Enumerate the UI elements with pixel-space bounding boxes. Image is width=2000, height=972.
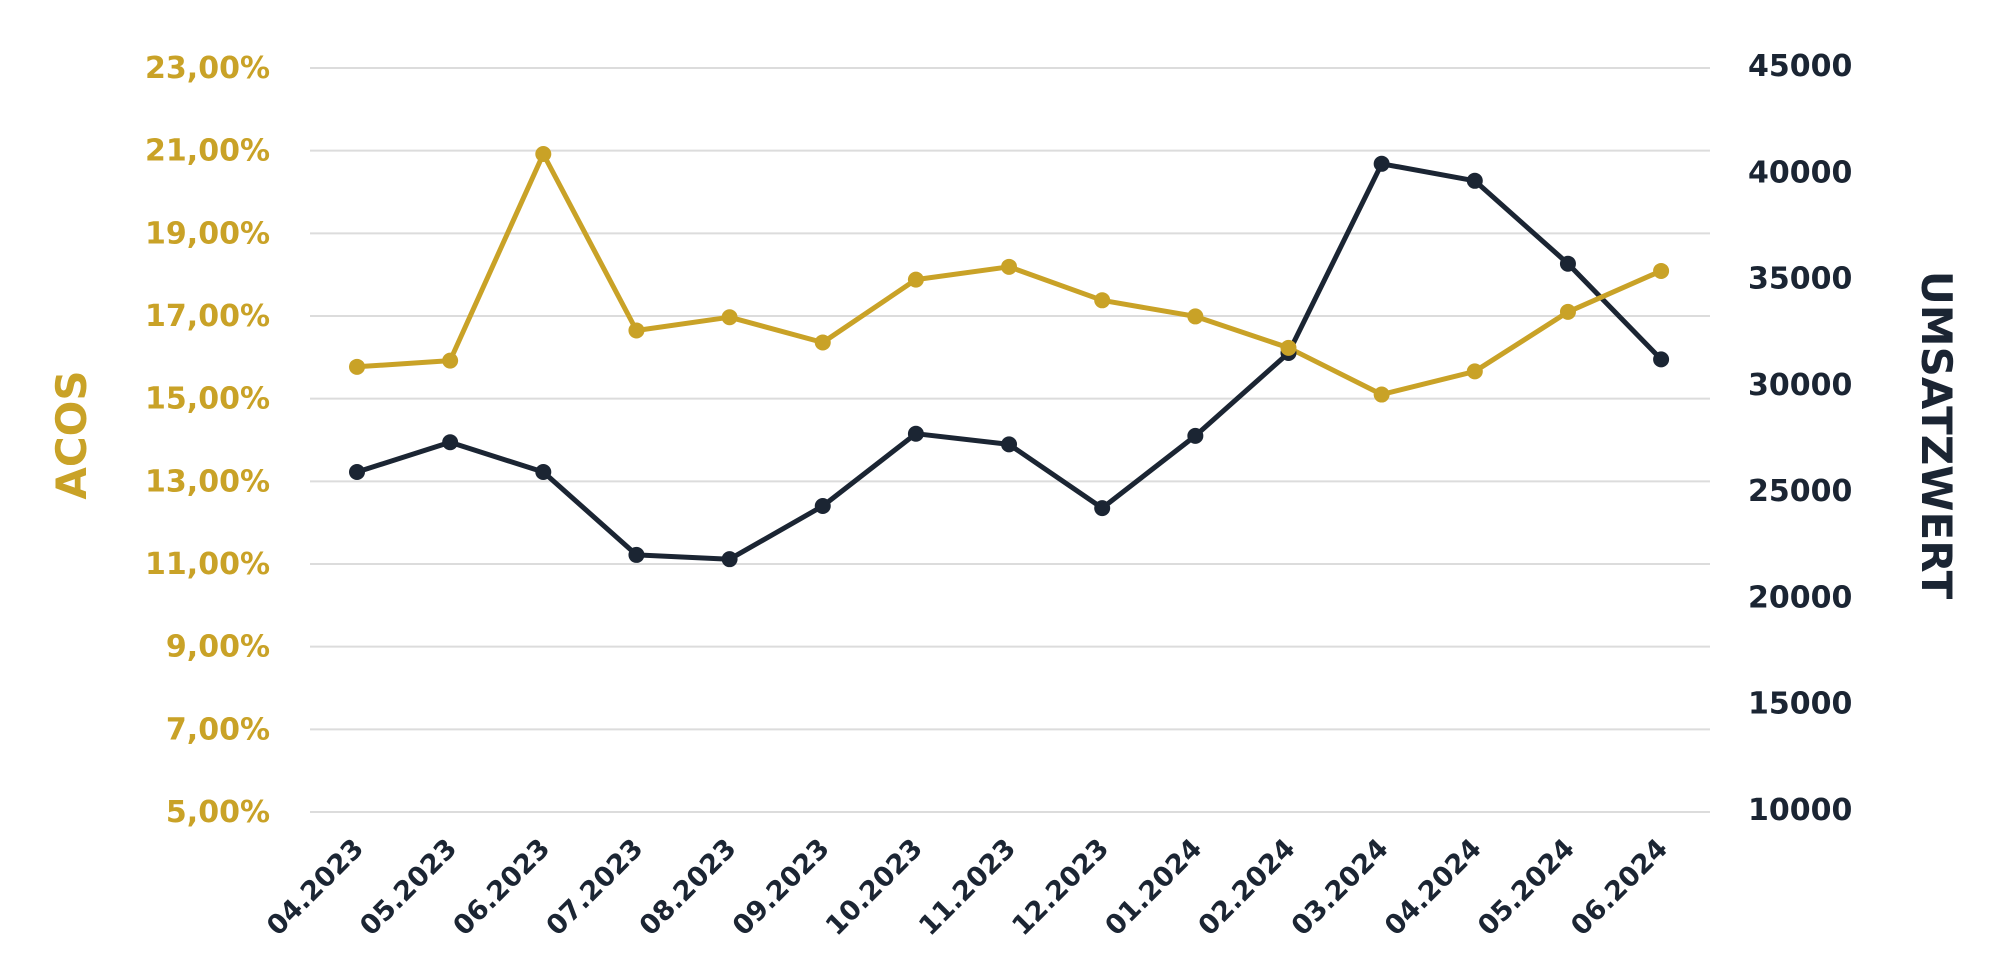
left-axis-title: ACOS bbox=[47, 370, 96, 499]
x-tick-label: 12.2023 bbox=[1006, 833, 1115, 942]
left-tick-label: 23,00% bbox=[145, 51, 270, 86]
acos-point bbox=[1094, 292, 1111, 309]
right-tick-label: 25000 bbox=[1748, 474, 1852, 509]
umsatz-line bbox=[354, 161, 1664, 562]
left-tick-label: 7,00% bbox=[166, 712, 270, 747]
umsatz-point bbox=[1094, 500, 1111, 517]
left-tick-label: 11,00% bbox=[145, 547, 270, 582]
series-points bbox=[349, 145, 1670, 568]
x-tick-label: 05.2023 bbox=[354, 833, 463, 942]
acos-point bbox=[1653, 262, 1670, 279]
acos-point bbox=[721, 309, 738, 326]
left-axis-ticks: 5,00% 7,00% 9,00% 11,00% 13,00% 15,00% 17,00% 1… bbox=[145, 51, 270, 830]
x-tick-label: 04.2023 bbox=[261, 833, 370, 942]
right-tick-label: 35000 bbox=[1748, 262, 1852, 297]
acos-point bbox=[1466, 363, 1483, 380]
acos-point bbox=[1280, 339, 1297, 356]
gridlines bbox=[310, 67, 1710, 813]
umsatz-point bbox=[1466, 172, 1483, 189]
right-tick-label: 45000 bbox=[1748, 49, 1852, 84]
x-tick-label: 06.2023 bbox=[447, 833, 556, 942]
left-tick-label: 17,00% bbox=[145, 299, 270, 334]
umsatz-point bbox=[349, 464, 365, 481]
left-tick-label: 15,00% bbox=[145, 382, 270, 417]
right-tick-label: 30000 bbox=[1748, 368, 1852, 403]
umsatz-point bbox=[628, 546, 645, 563]
acos-point bbox=[628, 322, 645, 339]
x-tick-label: 05.2024 bbox=[1472, 833, 1581, 942]
x-tick-label: 07.2023 bbox=[541, 833, 650, 942]
series-lines bbox=[354, 151, 1664, 562]
left-tick-label: 9,00% bbox=[166, 630, 270, 665]
umsatz-point bbox=[1187, 427, 1204, 444]
x-tick-label: 03.2024 bbox=[1286, 833, 1395, 942]
umsatz-point bbox=[814, 498, 831, 515]
umsatz-point bbox=[1001, 436, 1018, 453]
left-tick-label: 13,00% bbox=[145, 464, 270, 499]
x-tick-label: 01.2024 bbox=[1099, 833, 1208, 942]
x-tick-label: 04.2024 bbox=[1379, 833, 1488, 942]
x-tick-label: 08.2023 bbox=[634, 833, 743, 942]
x-tick-label: 06.2024 bbox=[1565, 833, 1674, 942]
acos-point bbox=[442, 352, 459, 369]
x-tick-label: 10.2023 bbox=[820, 833, 929, 942]
x-tick-label: 02.2024 bbox=[1193, 833, 1302, 942]
right-axis-title: UMSATZWERT bbox=[1912, 271, 1961, 600]
x-axis-ticks: 04.202305.202306.202307.202308.202309.20… bbox=[261, 833, 1674, 942]
left-tick-label: 21,00% bbox=[145, 134, 270, 169]
umsatz-point bbox=[1559, 255, 1576, 272]
right-tick-label: 40000 bbox=[1748, 155, 1852, 190]
acos-point bbox=[1187, 308, 1204, 325]
right-tick-label: 15000 bbox=[1748, 687, 1852, 722]
x-tick-label: 09.2023 bbox=[727, 833, 836, 942]
umsatz-point bbox=[535, 464, 552, 481]
umsatz-point bbox=[721, 551, 738, 568]
acos-point bbox=[1001, 258, 1018, 275]
umsatz-point bbox=[1373, 155, 1390, 172]
right-axis-ticks: 10000 15000 20000 25000 30000 35000 40000 45000 bbox=[1748, 49, 1852, 828]
right-tick-label: 10000 bbox=[1748, 793, 1852, 828]
acos-point bbox=[1559, 303, 1576, 320]
right-tick-label: 20000 bbox=[1748, 580, 1852, 615]
left-tick-label: 19,00% bbox=[145, 216, 270, 251]
acos-point bbox=[535, 145, 552, 162]
umsatz-point bbox=[1653, 351, 1670, 368]
acos-point bbox=[814, 334, 831, 351]
x-tick-label: 11.2023 bbox=[913, 833, 1022, 942]
umsatz-point bbox=[907, 425, 924, 442]
acos-point bbox=[349, 358, 365, 375]
umsatz-point bbox=[442, 434, 459, 451]
acos-point bbox=[1373, 386, 1390, 403]
left-tick-label: 5,00% bbox=[166, 795, 270, 830]
acos-point bbox=[907, 271, 924, 288]
